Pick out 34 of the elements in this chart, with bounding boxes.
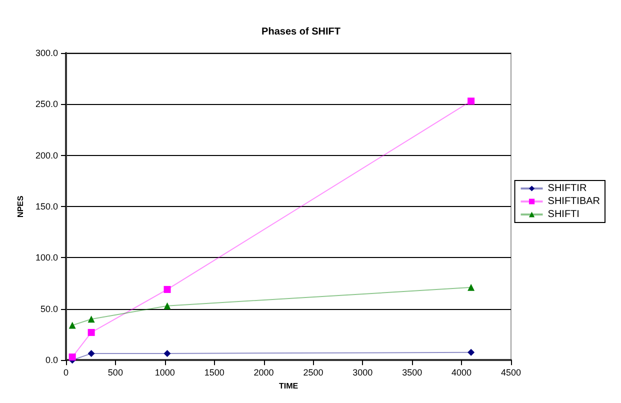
x-tick-label: 1000	[154, 368, 175, 378]
y-tick-label: 50.0	[40, 304, 58, 314]
point	[164, 350, 171, 357]
point	[468, 348, 475, 356]
legend-label: SHIFTIBAR	[548, 196, 600, 207]
y-tick-label: 100.0	[35, 252, 58, 263]
y-tick-label: 200.0	[35, 150, 58, 160]
x-tick-label: 3000	[352, 368, 373, 378]
point	[88, 316, 95, 323]
x-tick-label: 0	[63, 368, 69, 378]
point	[164, 302, 171, 310]
point	[68, 354, 76, 361]
chart-title: Phases of SHIFT	[262, 26, 340, 38]
y-tick-label: 150.0	[35, 202, 58, 212]
point	[68, 322, 76, 329]
x-tick-label: 500	[108, 368, 123, 378]
x-tick-label: 4500	[500, 368, 522, 378]
point	[88, 328, 95, 336]
legend-label: SHIFTI	[548, 209, 580, 220]
x-axis-title: TIME	[278, 382, 299, 390]
x-tick-label: 2000	[254, 368, 274, 378]
y-tick-label: 250.0	[35, 99, 58, 110]
point	[164, 286, 171, 293]
point	[468, 284, 475, 291]
point	[468, 98, 475, 105]
x-tick-label: 2500	[303, 368, 324, 378]
legend-label: SHIFTIR	[548, 183, 587, 194]
x-tick-label: 4000	[452, 368, 472, 378]
x-tick-label: 1500	[204, 368, 224, 378]
y-tick-label: 300.0	[35, 48, 58, 58]
y-axis-title: NPES	[16, 195, 26, 218]
y-tick-label: 0.0	[45, 355, 58, 366]
x-tick-label: 3500	[402, 368, 422, 378]
point	[88, 350, 95, 357]
